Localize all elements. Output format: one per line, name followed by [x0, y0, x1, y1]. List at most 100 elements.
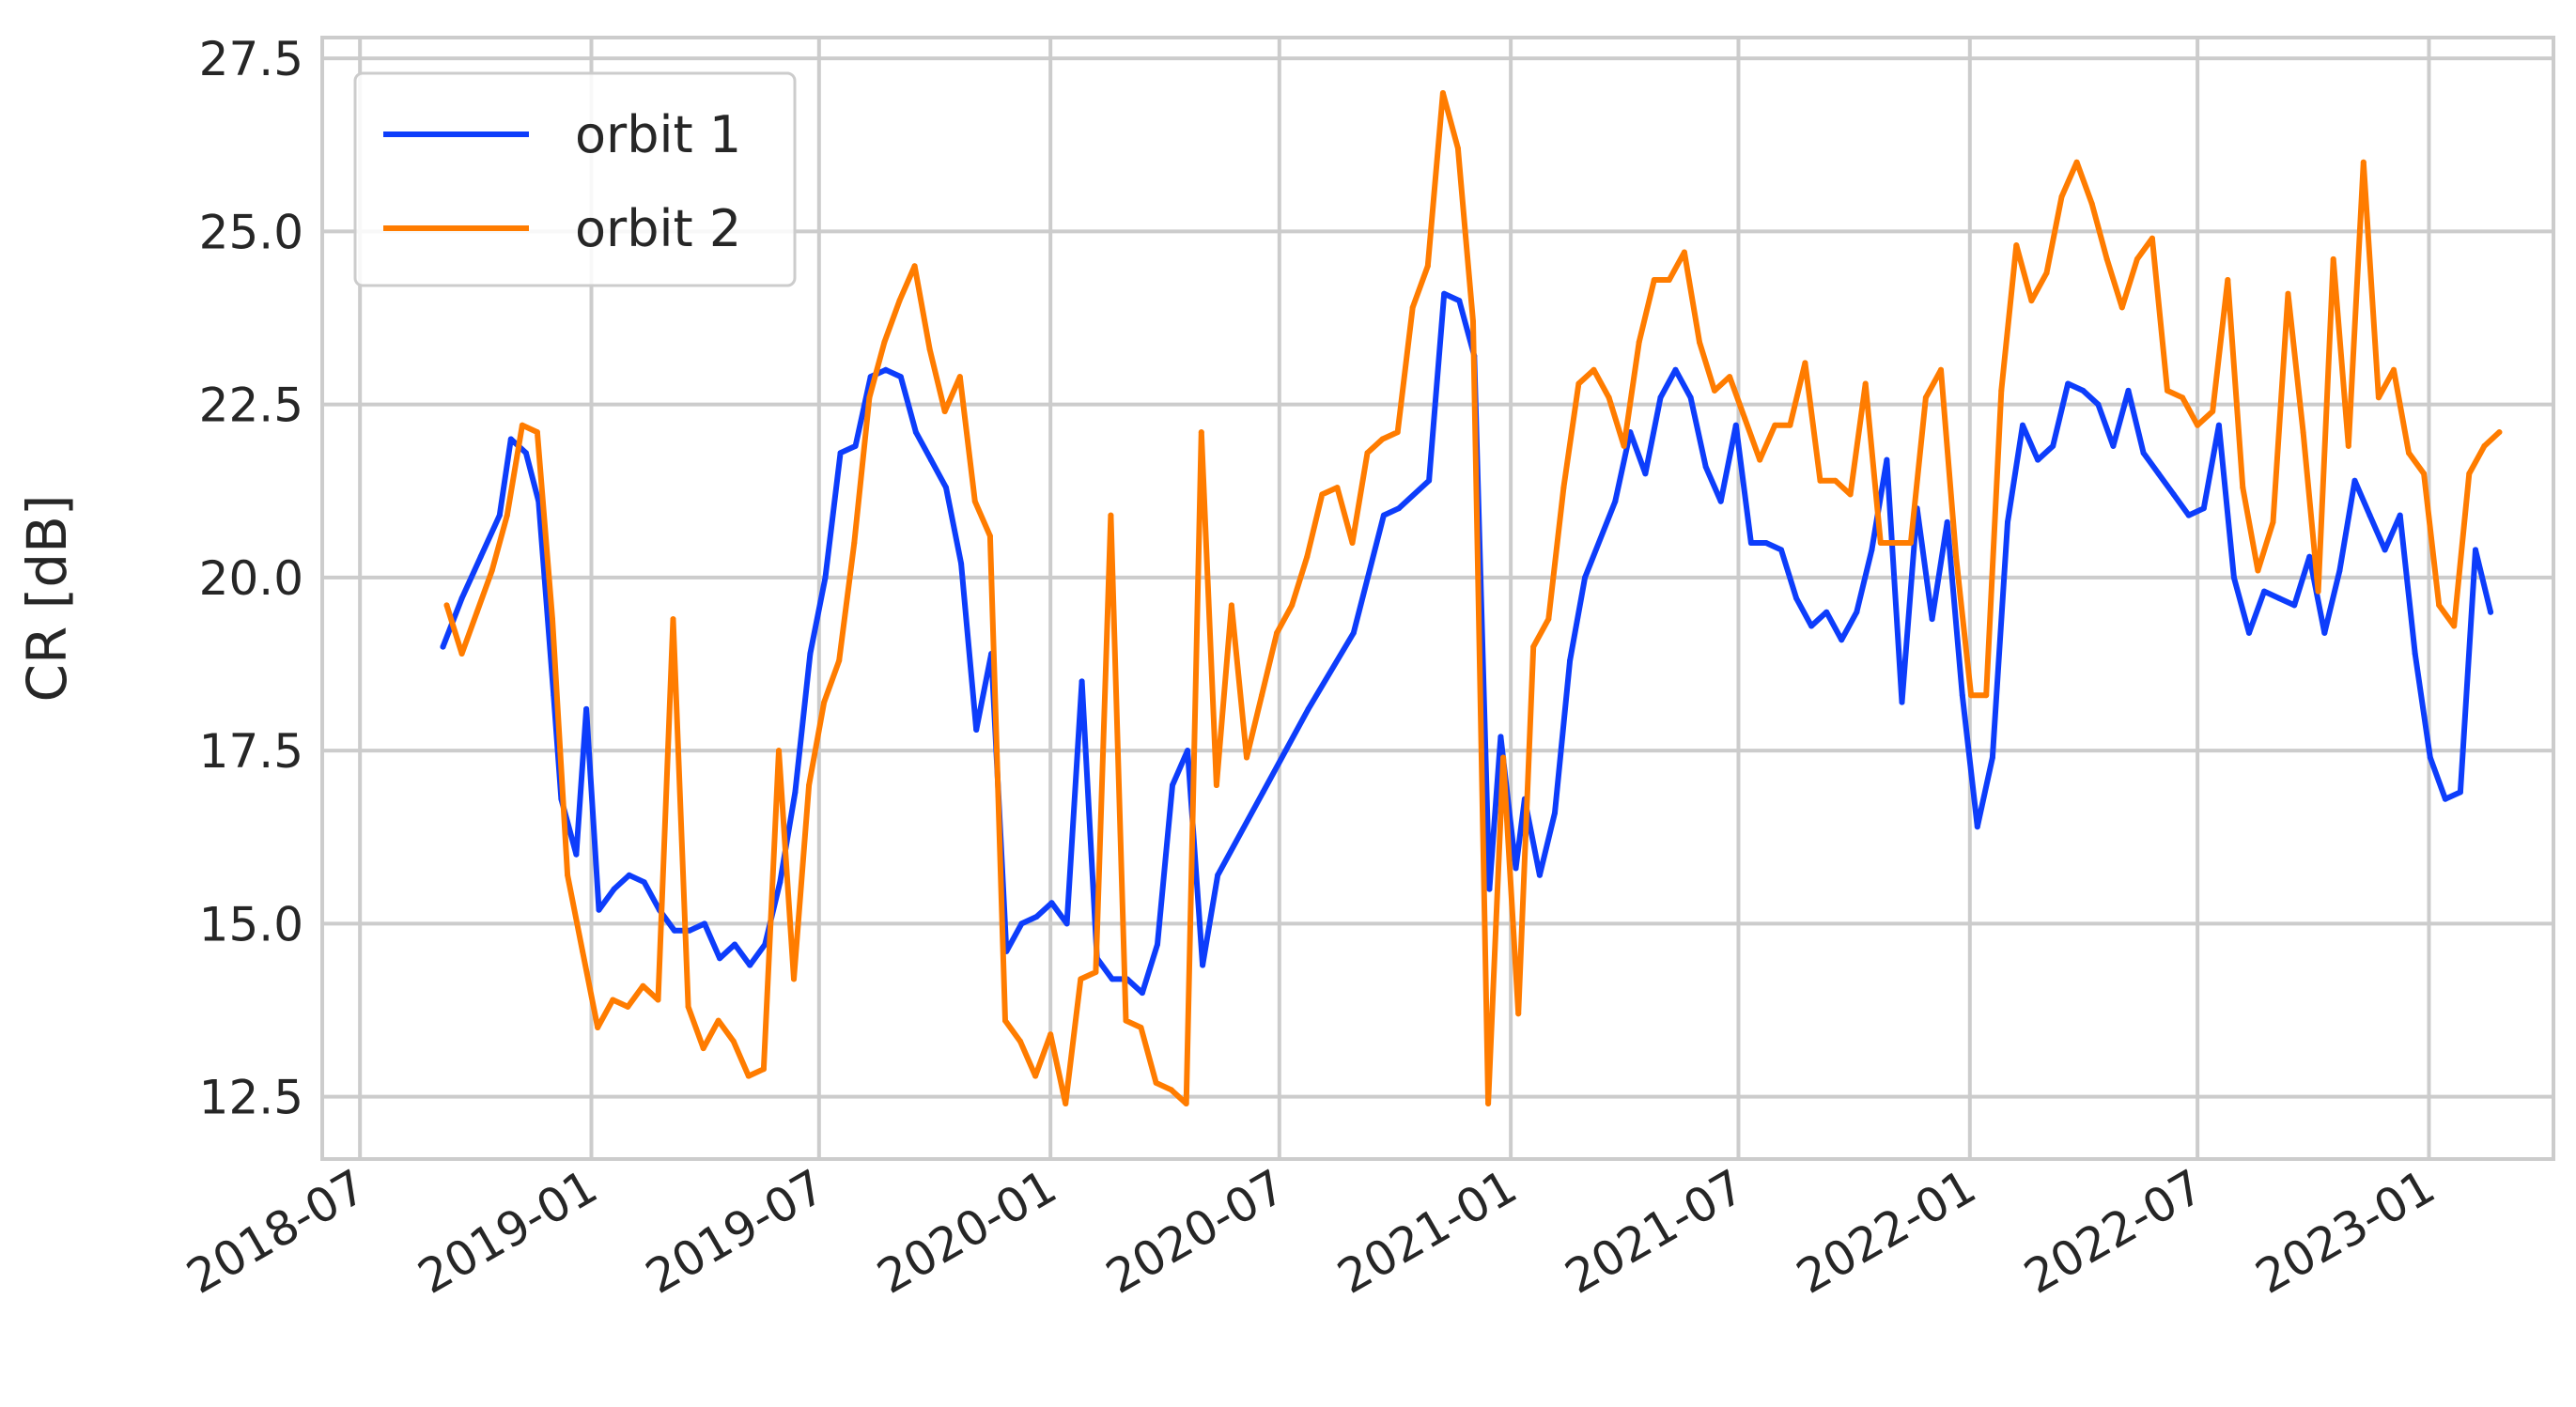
data-point-orbit-1: [1426, 478, 1432, 484]
data-point-orbit-2: [1893, 540, 1899, 546]
data-point-orbit-1: [2473, 547, 2478, 552]
data-point-orbit-2: [2089, 201, 2095, 207]
data-point-orbit-2: [1560, 485, 1566, 490]
data-point-orbit-1: [1763, 540, 1769, 546]
data-point-orbit-1: [2231, 575, 2237, 580]
data-point-orbit-2: [836, 657, 842, 663]
data-point-orbit-1: [732, 942, 737, 948]
data-point-orbit-1: [717, 955, 722, 961]
data-point-orbit-2: [1637, 339, 1642, 345]
data-point-orbit-2: [625, 1004, 630, 1010]
data-point-orbit-1: [1155, 942, 1160, 948]
data-point-orbit-1: [627, 873, 632, 878]
data-point-orbit-2: [1772, 423, 1777, 428]
data-point-orbit-1: [913, 429, 919, 435]
data-point-orbit-1: [597, 907, 602, 913]
data-point-orbit-2: [1515, 1011, 1521, 1016]
data-point-orbit-1: [1960, 692, 1965, 698]
data-point-orbit-2: [2271, 519, 2276, 525]
data-point-orbit-2: [671, 616, 676, 622]
data-point-orbit-2: [1530, 644, 1536, 650]
data-point-orbit-1: [1537, 873, 1543, 878]
data-point-orbit-1: [2306, 554, 2312, 560]
data-point-orbit-2: [1214, 782, 1219, 788]
y-tick-label: 17.5: [199, 724, 303, 779]
data-point-orbit-2: [2165, 388, 2170, 394]
data-point-orbit-2: [791, 976, 797, 982]
data-point-orbit-2: [1878, 540, 1884, 546]
data-point-orbit-1: [2428, 755, 2433, 761]
data-point-orbit-2: [2376, 394, 2382, 400]
data-point-orbit-2: [2286, 291, 2291, 297]
data-point-orbit-1: [1688, 394, 1694, 400]
data-point-orbit-1: [1381, 513, 1387, 518]
data-point-orbit-2: [2013, 242, 2019, 248]
data-point-orbit-1: [2050, 443, 2056, 449]
data-point-orbit-2: [1606, 394, 1612, 400]
data-point-orbit-2: [1063, 1101, 1068, 1106]
data-point-orbit-2: [2421, 471, 2427, 476]
data-point-orbit-2: [535, 429, 540, 435]
data-point-orbit-1: [2321, 630, 2327, 636]
data-point-orbit-2: [1093, 969, 1098, 975]
data-point-orbit-2: [1078, 976, 1083, 982]
data-point-orbit-2: [1998, 388, 2004, 394]
legend: orbit 1 orbit 2: [355, 73, 795, 286]
data-point-orbit-2: [716, 1018, 722, 1024]
data-point-orbit-2: [2210, 409, 2215, 414]
data-point-orbit-1: [2216, 423, 2222, 428]
data-point-orbit-2: [1334, 485, 1340, 490]
data-point-orbit-1: [583, 706, 589, 712]
data-point-orbit-2: [1667, 277, 1672, 283]
data-point-orbit-2: [2119, 304, 2125, 310]
data-point-orbit-1: [1110, 976, 1115, 982]
data-point-orbit-2: [1833, 478, 1839, 484]
data-point-orbit-2: [1908, 540, 1914, 546]
data-point-orbit-2: [550, 616, 555, 622]
data-point-orbit-2: [2436, 602, 2442, 608]
data-point-orbit-1: [2367, 513, 2373, 518]
data-point-orbit-2: [520, 423, 525, 428]
data-point-orbit-1: [702, 920, 707, 926]
data-point-orbit-1: [1185, 748, 1190, 753]
data-point-orbit-1: [2035, 457, 2041, 463]
data-point-orbit-2: [1184, 1101, 1189, 1106]
data-point-orbit-2: [866, 394, 872, 400]
data-point-orbit-1: [508, 437, 514, 442]
data-point-orbit-1: [1642, 471, 1648, 476]
data-point-orbit-2: [1742, 415, 1747, 421]
data-point-orbit-1: [1930, 616, 1935, 622]
data-point-orbit-2: [1169, 1087, 1174, 1092]
data-point-orbit-1: [612, 887, 617, 892]
data-point-orbit-1: [2488, 610, 2493, 615]
data-point-orbit-1: [2398, 513, 2403, 518]
data-point-orbit-1: [2336, 568, 2342, 574]
data-point-orbit-2: [1652, 277, 1657, 283]
data-point-orbit-1: [2201, 505, 2207, 511]
data-point-orbit-2: [1410, 304, 1416, 310]
y-tick-label: 12.5: [199, 1071, 303, 1125]
data-point-orbit-2: [2104, 256, 2110, 262]
data-point-orbit-2: [701, 1045, 706, 1051]
y-tick-label: 25.0: [199, 205, 303, 259]
data-point-orbit-2: [1545, 616, 1551, 622]
data-point-orbit-2: [1712, 388, 1717, 394]
data-point-orbit-2: [2346, 443, 2351, 449]
data-point-orbit-2: [897, 298, 903, 303]
data-point-orbit-1: [2095, 402, 2101, 408]
data-point-orbit-2: [1365, 450, 1371, 456]
data-point-orbit-2: [489, 568, 495, 574]
y-tick-label: 22.5: [199, 379, 303, 433]
data-point-orbit-1: [1260, 789, 1265, 795]
data-point-orbit-1: [1396, 505, 1402, 511]
data-point-orbit-2: [1682, 250, 1687, 255]
data-point-orbit-1: [1823, 610, 1829, 615]
data-point-orbit-1: [1582, 575, 1588, 580]
legend-label-orbit-2: orbit 2: [575, 199, 741, 258]
data-point-orbit-2: [2331, 256, 2336, 262]
data-point-orbit-1: [441, 644, 446, 650]
data-point-orbit-1: [807, 651, 813, 657]
data-point-orbit-2: [2180, 394, 2185, 400]
data-point-orbit-1: [1778, 547, 1784, 552]
